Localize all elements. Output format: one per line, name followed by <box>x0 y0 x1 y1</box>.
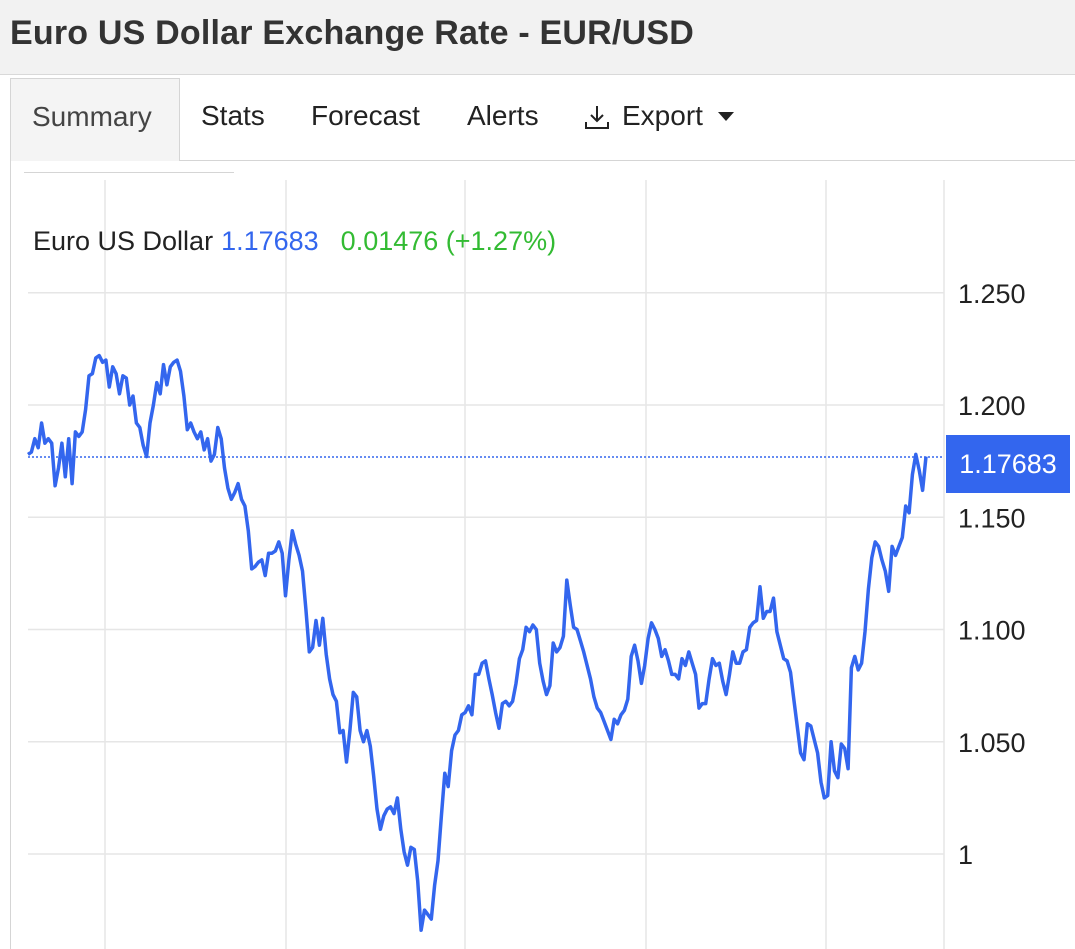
tab-bar-divider <box>180 160 1075 161</box>
y-axis-ticks: 1.250 1.200 1.150 1.100 1.050 1 <box>958 279 1026 870</box>
title-bar: Euro US Dollar Exchange Rate - EUR/USD <box>0 0 1075 75</box>
legend-price: 1.17683 <box>221 226 319 256</box>
eur-usd-series-line <box>27 353 928 933</box>
tab-summary[interactable]: Summary <box>10 78 180 161</box>
tab-summary-label: Summary <box>32 101 152 132</box>
download-icon[interactable] <box>583 103 611 131</box>
y-tick-label: 1.150 <box>958 503 1026 533</box>
legend-name: Euro US Dollar <box>33 226 214 256</box>
tab-export[interactable]: Export <box>622 100 703 131</box>
current-price-badge: 1.17683 <box>946 435 1070 493</box>
legend-change: 0.01476 (+1.27%) <box>340 226 557 256</box>
y-tick-label: 1 <box>958 840 973 870</box>
y-tick-label: 1.100 <box>958 616 1026 646</box>
panel-left-border <box>10 161 11 949</box>
chart-legend: Euro US Dollar 1.17683 0.01476 (+1.27%) <box>33 226 556 257</box>
y-tick-label: 1.050 <box>958 728 1026 758</box>
tab-forecast[interactable]: Forecast <box>311 100 420 131</box>
panel-subheader-rule <box>24 172 234 173</box>
tab-stats[interactable]: Stats <box>201 100 265 131</box>
tab-alerts[interactable]: Alerts <box>467 100 539 131</box>
chevron-down-icon[interactable] <box>718 112 734 121</box>
y-tick-label: 1.200 <box>958 391 1026 421</box>
horizontal-gridlines <box>28 292 944 855</box>
y-tick-label: 1.250 <box>958 279 1026 309</box>
vertical-gridlines <box>104 180 945 949</box>
page-title: Euro US Dollar Exchange Rate - EUR/USD <box>10 14 694 52</box>
